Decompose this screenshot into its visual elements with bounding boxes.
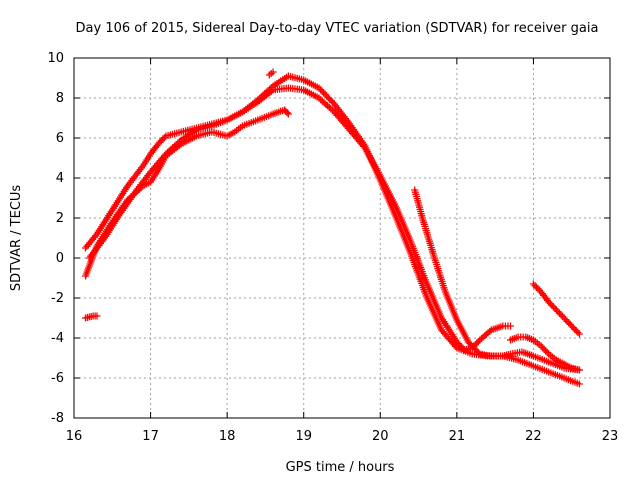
data-point-marker [534, 285, 542, 293]
y-tick-label: 2 [56, 211, 64, 226]
axis-ticks: 16 17 18 19 20 21 22 23 -8 -6 -4 -2 0 2 4 6 8 10 [47, 51, 618, 444]
data-point-marker [474, 338, 482, 346]
x-tick-label: 23 [602, 429, 619, 444]
data-point-marker [574, 328, 582, 336]
y-tick-label: -4 [51, 331, 64, 346]
series-track-7 [82, 312, 101, 322]
data-point-marker [568, 322, 576, 330]
y-tick-label: -6 [51, 371, 64, 386]
data-point-marker [154, 140, 162, 148]
data-point-marker [552, 306, 560, 314]
y-tick-label: -8 [51, 411, 64, 426]
data-point-marker [160, 134, 168, 142]
data-point-marker [320, 89, 328, 97]
series-track-1 [82, 84, 514, 354]
data-point-marker [327, 97, 335, 105]
data-point-marker [575, 366, 583, 374]
y-axis-label: SDTVAR / TECUs [9, 185, 24, 292]
data-point-marker [556, 309, 563, 317]
series-track-6 [529, 280, 583, 338]
data-point-marker [473, 339, 481, 347]
data-point-marker [560, 314, 568, 322]
series-track-4 [411, 186, 583, 374]
data-point-marker [549, 303, 557, 311]
y-tick-label: 10 [47, 51, 64, 66]
data-point-marker [545, 298, 553, 306]
x-tick-label: 19 [295, 429, 312, 444]
data-point-marker [326, 95, 334, 103]
plot-frame [73, 57, 611, 419]
data-point-marker [324, 94, 332, 102]
series-track-2 [85, 72, 583, 388]
data-point-marker [93, 312, 101, 320]
x-tick-label: 22 [525, 429, 542, 444]
data-point-marker [572, 327, 580, 335]
data-point-marker [563, 317, 571, 325]
y-tick-label: 4 [56, 171, 64, 186]
data-point-marker [543, 348, 551, 356]
data-point-marker [531, 282, 539, 290]
x-tick-label: 20 [372, 429, 389, 444]
data-point-marker [562, 316, 570, 324]
data-point-marker [557, 311, 565, 319]
data-point-marker [156, 138, 164, 146]
y-tick-label: 6 [56, 131, 64, 146]
data-point-marker [566, 320, 574, 328]
data-point-marker [529, 280, 537, 288]
data-point-marker [157, 137, 165, 145]
data-points [82, 68, 583, 388]
data-point-marker [559, 312, 566, 320]
x-tick-label: 21 [449, 429, 466, 444]
data-point-marker [323, 92, 331, 100]
data-point-marker [283, 109, 291, 117]
data-point-marker [315, 84, 323, 92]
data-point-marker [571, 325, 579, 333]
series-track-8 [265, 68, 277, 79]
data-point-marker [551, 304, 559, 312]
data-point-marker [539, 344, 547, 352]
data-point-marker [554, 308, 562, 316]
data-point-marker [569, 324, 577, 332]
data-point-marker [575, 380, 583, 388]
x-tick-label: 16 [66, 429, 83, 444]
data-point-marker [507, 322, 514, 330]
y-tick-label: 8 [56, 91, 64, 106]
data-point-marker [317, 86, 325, 94]
x-tick-label: 18 [219, 429, 236, 444]
data-point-marker [269, 68, 277, 76]
data-point-marker [565, 319, 573, 327]
data-point-marker [546, 300, 554, 308]
data-point-marker [537, 342, 545, 350]
data-point-marker [540, 345, 548, 353]
x-axis-label: GPS time / hours [286, 460, 395, 475]
chart-title: Day 106 of 2015, Sidereal Day-to-day VTE… [76, 21, 599, 36]
data-point-marker [542, 347, 550, 355]
data-point-marker [533, 283, 540, 291]
y-tick-label: 0 [56, 251, 64, 266]
data-point-marker [575, 330, 583, 338]
data-point-marker [159, 135, 167, 143]
series-track-3 [82, 106, 292, 280]
data-point-marker [548, 301, 556, 309]
x-tick-label: 17 [142, 429, 159, 444]
y-tick-label: -2 [51, 291, 64, 306]
series-track-5 [507, 333, 583, 374]
data-point-marker [474, 349, 482, 356]
data-point-marker [284, 110, 292, 118]
data-point-marker [321, 90, 329, 98]
data-point-marker [318, 87, 326, 95]
